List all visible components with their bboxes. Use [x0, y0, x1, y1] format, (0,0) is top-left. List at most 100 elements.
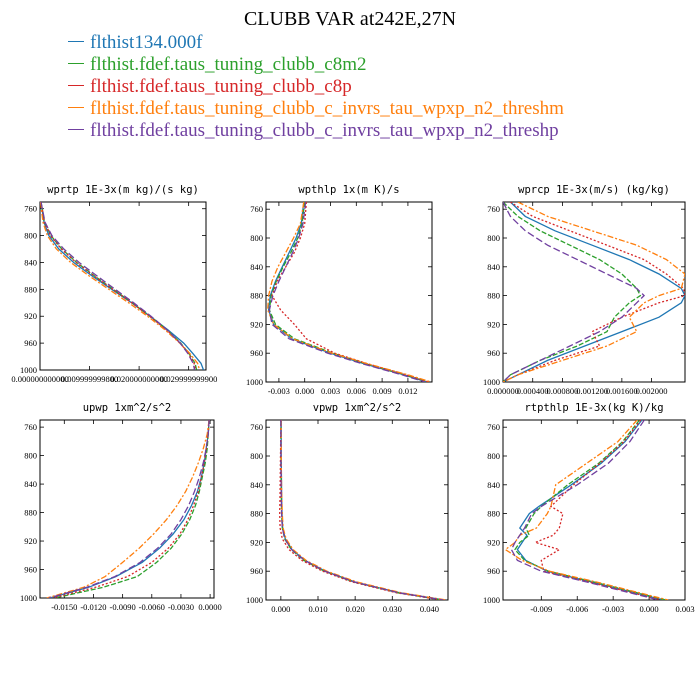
x-tick-label: 0.000800: [546, 386, 578, 396]
x-tick-label: -0.0060: [139, 602, 165, 612]
y-tick-label: 920: [250, 319, 263, 329]
legend-entry: flthist.fdef.taus_tuning_clubb_c_invrs_t…: [68, 98, 564, 120]
series-line: [268, 202, 428, 382]
series-line: [514, 420, 666, 600]
y-tick-label: 760: [250, 204, 263, 214]
plot-frame: [265, 201, 433, 383]
x-tick-label: -0.0030: [168, 602, 194, 612]
y-tick-label: 960: [487, 348, 500, 358]
x-tick-label: 0.002000: [636, 386, 668, 396]
y-tick-label: 1000: [20, 593, 37, 603]
y-tick-label: 840: [24, 257, 37, 267]
series-line: [279, 420, 442, 600]
y-tick-label: 920: [487, 319, 500, 329]
series-line: [503, 202, 685, 382]
legend-label: flthist.fdef.taus_tuning_clubb_c_invrs_t…: [90, 98, 564, 119]
y-tick-label: 880: [487, 291, 500, 301]
plot-frame: [39, 419, 215, 599]
y-tick-label: 800: [24, 231, 37, 241]
legend-swatch: [68, 63, 84, 65]
y-tick-label: 840: [487, 480, 500, 490]
legend-entry: flthist.fdef.taus_tuning_clubb_c_invrs_t…: [68, 120, 564, 142]
x-tick-label: 0.009999999800: [61, 374, 118, 384]
x-tick-label: -0.0150: [51, 602, 77, 612]
y-tick-label: 920: [24, 536, 37, 546]
x-tick-label: 0.020: [346, 604, 365, 614]
panel-title: rtpthlp 1E-3x(kg K)/kg: [524, 402, 663, 414]
x-tick-label: 0.009: [373, 386, 392, 396]
plot-frame: [39, 201, 207, 371]
series-line: [52, 420, 210, 598]
y-tick-label: 800: [250, 233, 263, 243]
legend-entry: flthist134.000f: [68, 32, 564, 54]
panel-title: vpwp 1xm^2/s^2: [313, 402, 402, 414]
y-tick-label: 880: [487, 509, 500, 519]
legend-label: flthist.fdef.taus_tuning_clubb_c8m2: [90, 54, 367, 75]
y-tick-label: 1000: [483, 595, 500, 605]
series-line: [40, 202, 197, 370]
x-tick-label: 0.000000: [487, 386, 519, 396]
x-tick-label: -0.006: [566, 604, 588, 614]
y-tick-label: 800: [250, 451, 263, 461]
legend-swatch: [68, 107, 84, 109]
panel-title: wpthlp 1x(m K)/s: [298, 184, 399, 196]
x-tick-label: 0.029999999900: [160, 374, 217, 384]
x-tick-label: -0.0090: [110, 602, 136, 612]
x-tick-label: 0.001200: [576, 386, 608, 396]
series-line: [267, 202, 432, 382]
legend: flthist134.000f flthist.fdef.taus_tuning…: [68, 32, 564, 142]
x-tick-label: 0.003: [321, 386, 340, 396]
legend-swatch: [68, 129, 84, 131]
series-line: [268, 202, 426, 382]
legend-label: flthist.fdef.taus_tuning_clubb_c_invrs_t…: [90, 120, 559, 141]
y-tick-label: 1000: [246, 595, 263, 605]
x-tick-label: 0.003: [675, 604, 694, 614]
y-tick-label: 920: [250, 537, 263, 547]
x-tick-label: 0.012: [398, 386, 417, 396]
series-line: [280, 420, 444, 600]
y-tick-label: 920: [24, 311, 37, 321]
x-tick-label: 0.000000000000: [11, 374, 68, 384]
legend-label: flthist.fdef.taus_tuning_clubb_c8p: [90, 76, 352, 97]
y-tick-label: 800: [487, 451, 500, 461]
y-tick-label: 960: [250, 566, 263, 576]
y-tick-label: 880: [24, 284, 37, 294]
series-line: [280, 420, 445, 600]
series-line: [40, 202, 198, 370]
x-tick-label: 0.001600: [606, 386, 638, 396]
y-tick-label: 760: [487, 422, 500, 432]
y-tick-label: 760: [250, 422, 263, 432]
y-tick-label: 840: [250, 480, 263, 490]
series-line: [54, 420, 210, 598]
series-line: [510, 420, 659, 600]
legend-label: flthist134.000f: [90, 32, 203, 53]
legend-swatch: [68, 41, 84, 43]
series-line: [280, 420, 447, 600]
plot-frame: [502, 419, 686, 601]
y-tick-label: 800: [24, 451, 37, 461]
x-tick-label: 0.000400: [517, 386, 549, 396]
plot-frame: [265, 419, 449, 601]
y-tick-label: 840: [24, 479, 37, 489]
y-tick-label: 960: [487, 566, 500, 576]
y-tick-label: 760: [24, 204, 37, 214]
x-tick-label: 0.000: [295, 386, 314, 396]
series-line: [503, 202, 642, 382]
series-line: [49, 420, 210, 598]
y-tick-label: 880: [250, 509, 263, 519]
series-line: [40, 202, 201, 370]
x-tick-label: -0.003: [602, 604, 624, 614]
x-tick-label: -0.003: [268, 386, 290, 396]
series-line: [271, 202, 429, 382]
panel-title: wprtp 1E-3x(m kg)/(s kg): [47, 184, 199, 196]
x-tick-label: 0.000: [271, 604, 290, 614]
y-tick-label: 840: [250, 262, 263, 272]
x-tick-label: 0.030: [383, 604, 402, 614]
y-tick-label: 1000: [20, 365, 37, 375]
y-tick-label: 760: [487, 204, 500, 214]
x-tick-label: 0.0000: [198, 602, 221, 612]
y-tick-label: 960: [24, 338, 37, 348]
legend-entry: flthist.fdef.taus_tuning_clubb_c8m2: [68, 54, 564, 76]
y-tick-label: 960: [250, 348, 263, 358]
